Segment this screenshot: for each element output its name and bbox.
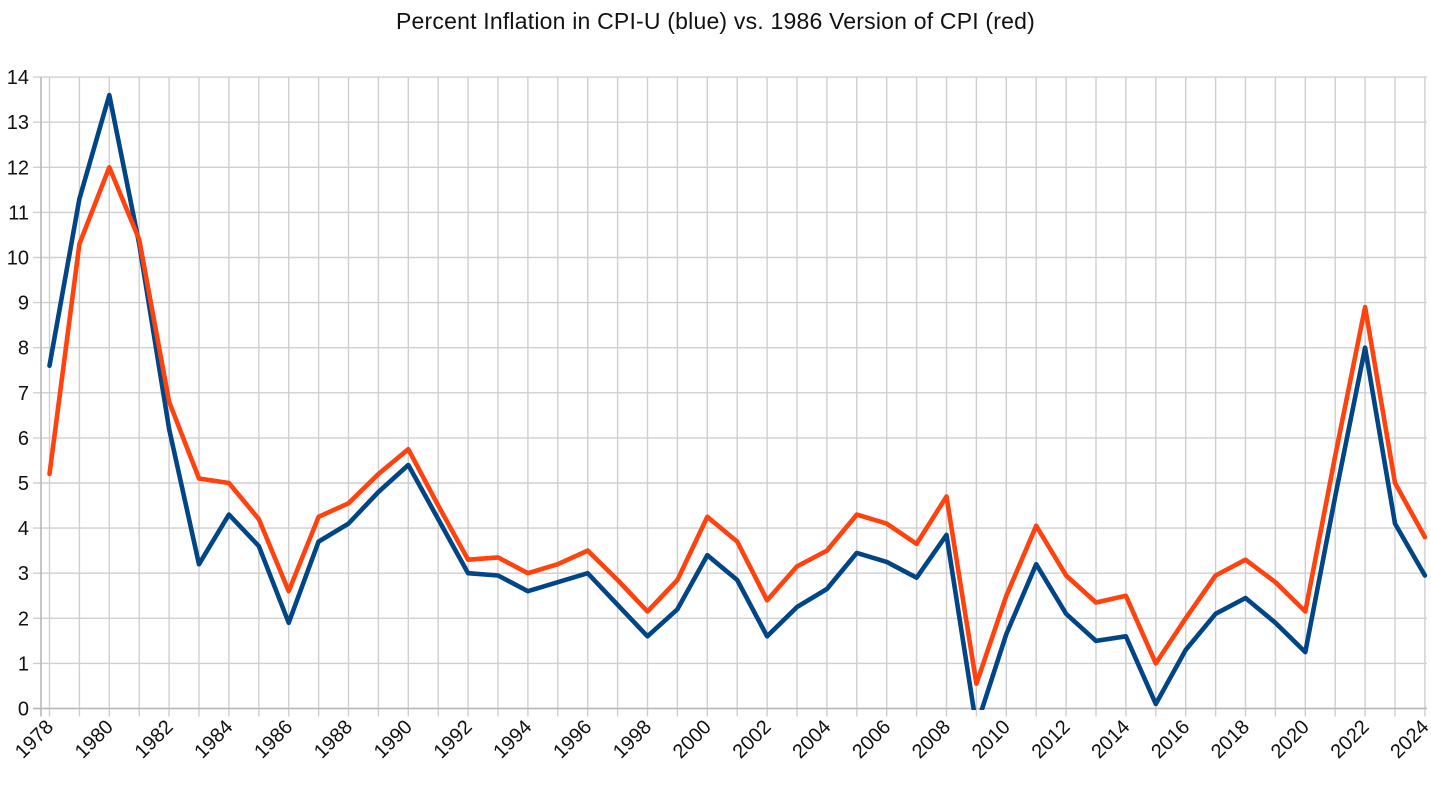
y-tick-label: 10 (7, 248, 29, 270)
chart-title: Percent Inflation in CPI-U (blue) vs. 19… (396, 8, 1035, 34)
x-tick-label: 1996 (549, 716, 596, 763)
x-tick-label: 2022 (1327, 716, 1374, 763)
y-tick-label: 1 (18, 653, 29, 675)
y-tick-label: 6 (18, 428, 29, 450)
y-tick-label: 0 (18, 699, 29, 721)
y-tick-label: 3 (18, 563, 29, 585)
x-tick-label: 2016 (1147, 716, 1194, 763)
x-tick-label: 2018 (1207, 716, 1254, 763)
x-tick-label: 1998 (609, 716, 656, 763)
x-tick-label: 1990 (370, 716, 417, 763)
y-tick-label: 14 (7, 67, 29, 89)
y-tick-label: 5 (18, 473, 29, 495)
y-tick-label: 13 (7, 112, 29, 134)
series-line-1986-version-of-cpi (47, 165, 1428, 687)
x-tick-label: 1992 (430, 716, 477, 763)
x-tick-label: 2000 (669, 716, 716, 763)
x-tick-label: 2020 (1267, 716, 1314, 763)
x-tick-label: 2024 (1386, 716, 1431, 763)
x-tick-label: 1980 (71, 716, 118, 763)
x-tick-label: 1994 (489, 716, 536, 763)
x-tick-label: 1982 (131, 716, 178, 763)
y-tick-label: 8 (18, 338, 29, 360)
x-tick-label: 2002 (729, 716, 776, 763)
series-line-cpi-u (47, 92, 1428, 711)
y-tick-label: 9 (18, 293, 29, 315)
y-tick-label: 12 (7, 157, 29, 179)
x-tick-label: 2006 (848, 716, 895, 763)
y-tick-label: 11 (8, 202, 29, 224)
x-tick-label: 2008 (908, 716, 955, 763)
y-tick-label: 2 (18, 608, 29, 630)
x-tick-label: 1984 (190, 716, 237, 763)
x-tick-label: 2004 (788, 716, 835, 763)
x-tick-label: 1986 (250, 716, 297, 763)
x-tick-label: 2014 (1087, 716, 1134, 763)
x-tick-label: 2012 (1028, 716, 1075, 763)
x-tick-label: 1988 (310, 716, 357, 763)
x-tick-label: 2010 (968, 716, 1015, 763)
y-tick-label: 7 (18, 383, 29, 405)
x-tick-label: 1978 (11, 716, 58, 763)
y-tick-label: 4 (18, 518, 29, 540)
